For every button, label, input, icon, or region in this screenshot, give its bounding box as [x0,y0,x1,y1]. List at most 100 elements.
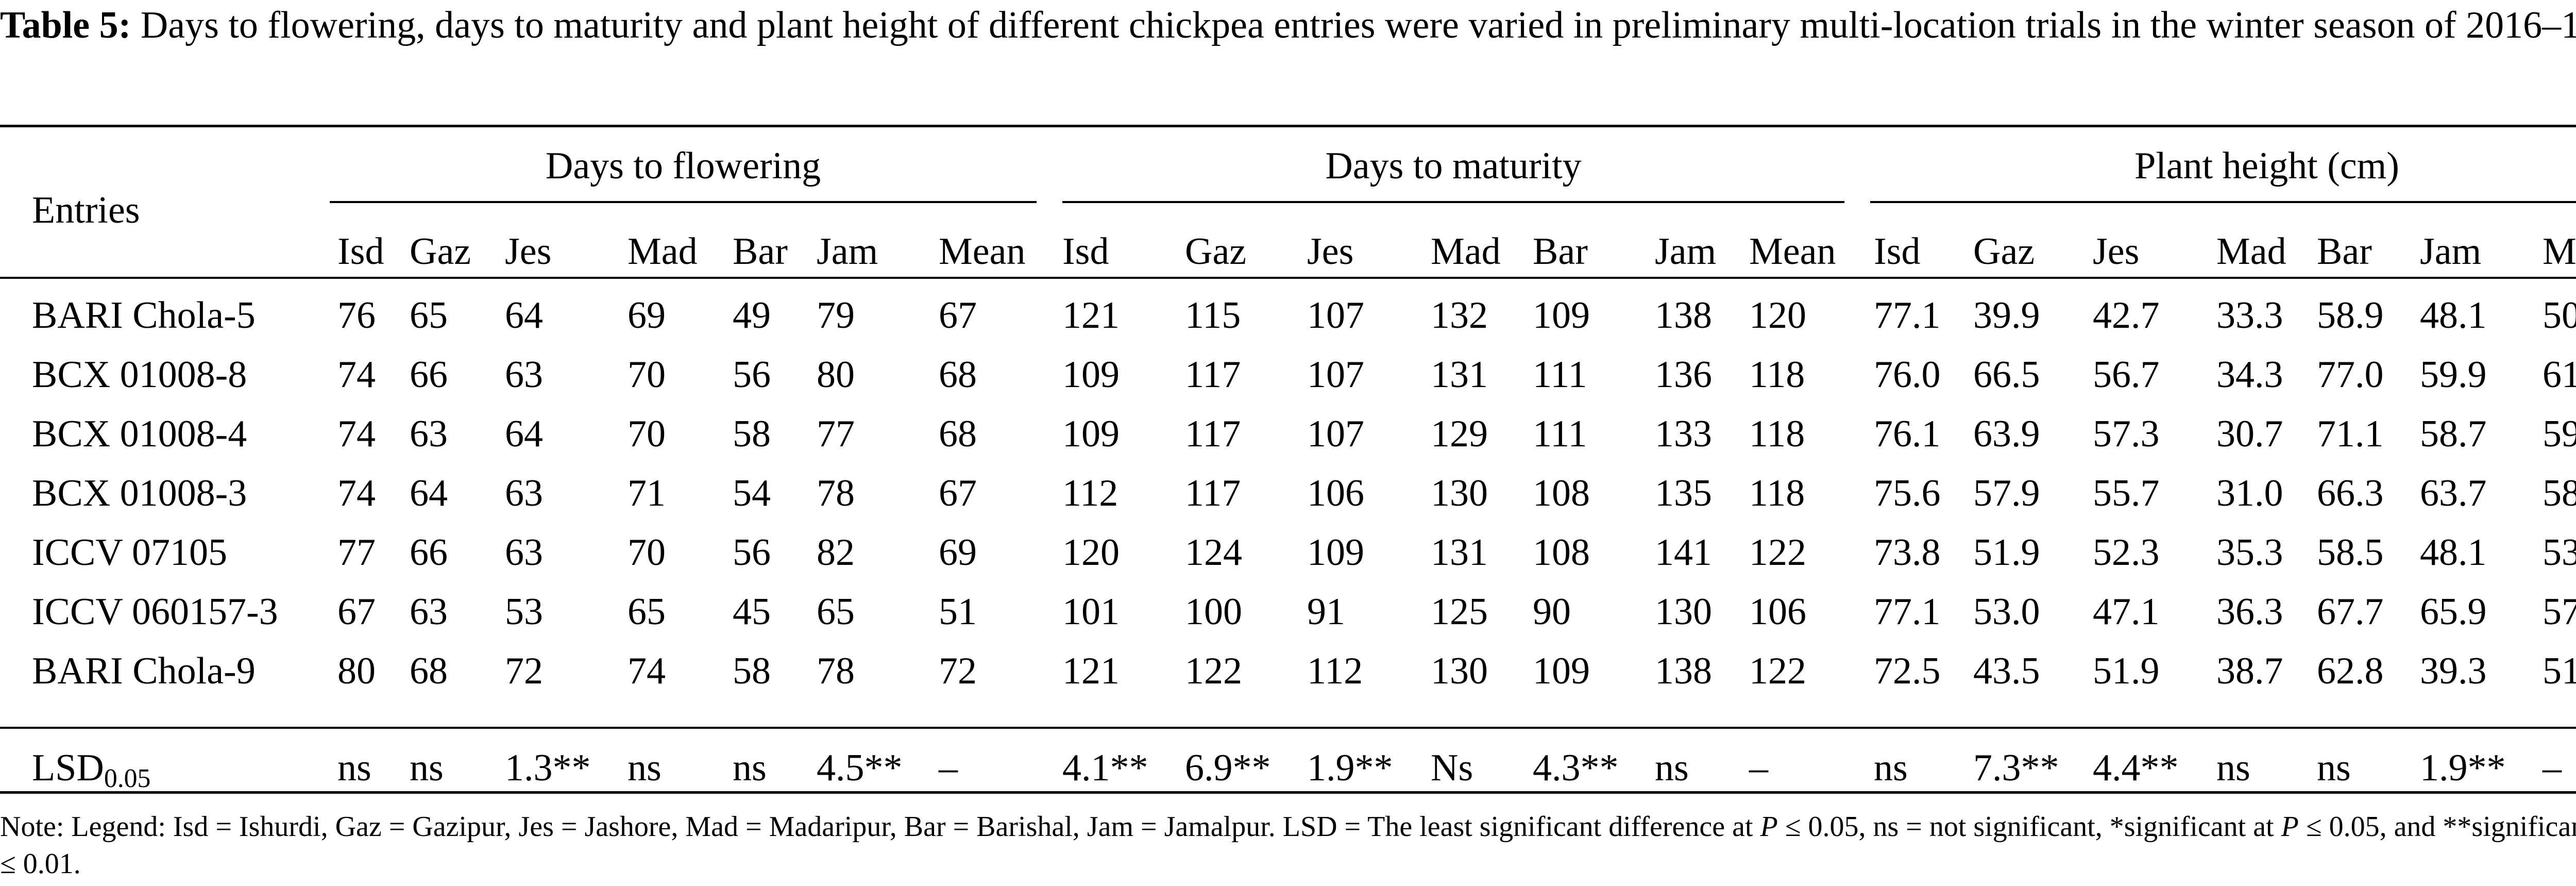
table-cell: 54 [733,472,771,514]
table-cell: 52.3 [2093,531,2160,574]
column-header: Gaz [410,230,471,273]
table-cell: 78 [817,472,855,514]
table-cell: 69 [628,294,666,337]
table-cell: 109 [1533,650,1590,692]
table-cell: 63 [410,413,448,455]
note-text-1: Note: Legend: Isd = Ishurdi, Gaz = Gazip… [0,811,1760,843]
column-header: Bar [2317,230,2372,273]
table-cell: 74 [337,472,376,514]
table-cell: 61.7 [2543,354,2576,396]
table-cell: 130 [1431,472,1488,514]
table-cell: 45 [733,591,771,633]
table-cell: 82 [817,531,855,574]
table-cell: 118 [1749,354,1805,396]
row-entry: BARI Chola-5 [32,294,256,337]
table-cell: 91 [1307,591,1345,633]
table-cell: 48.1 [2420,531,2487,574]
table-cell: 67 [939,472,977,514]
column-header: Isd [1874,230,1921,273]
lsd-cell: 4.5** [817,747,903,789]
table-cell: 107 [1307,354,1364,396]
table-cell: 77.1 [1874,591,1941,633]
table-cell: 51.9 [2093,650,2160,692]
table-cell: 107 [1307,294,1364,337]
note-text-3: ≤ 0.05, and **significant at [2306,811,2576,843]
caption-text: Days to flowering, days to maturity and … [140,4,2576,46]
table-cell: 35.3 [2216,531,2283,574]
table-cell: 72.5 [1874,650,1941,692]
row-entry: BARI Chola-9 [32,650,256,692]
table-cell: 90 [1533,591,1571,633]
table-cell: 74 [628,650,666,692]
table-cell: 130 [1431,650,1488,692]
table-cell: 51.9 [1973,531,2040,574]
table-cell: 122 [1185,650,1242,692]
entries-header: Entries [32,189,140,231]
lsd-cell: ns [410,747,444,789]
table-cell: 141 [1655,531,1712,574]
table-cell: 77 [337,531,376,574]
table-cell: 66.3 [2317,472,2384,514]
table-cell: 100 [1185,591,1242,633]
table-cell: 68 [410,650,448,692]
table-cell: 51.4 [2543,650,2576,692]
table-cell: 68 [939,354,977,396]
table-cell: 62.8 [2317,650,2384,692]
table-cell: 48.1 [2420,294,2487,337]
lsd-cell: ns [2317,747,2351,789]
table-cell: 76.0 [1874,354,1941,396]
table-cell: 39.3 [2420,650,2487,692]
lsd-cell: 6.9** [1185,747,1271,789]
lsd-label: LSD0.05 [32,747,151,793]
table-cell: 38.7 [2216,650,2283,692]
lsd-cell: 4.4** [2093,747,2179,789]
row-entry: BCX 01008-8 [32,354,247,396]
table-cell: 118 [1749,472,1805,514]
table-cell: 56 [733,531,771,574]
table-cell: 56.7 [2093,354,2160,396]
table-cell: 47.1 [2093,591,2160,633]
column-header: Isd [337,230,384,273]
table-cell: 64 [505,294,543,337]
table-cell: 65 [628,591,666,633]
table-cell: 108 [1533,531,1590,574]
note-text-4: ≤ 0.01. [0,848,81,880]
table-cell: 131 [1431,531,1488,574]
table-cell: 79 [817,294,855,337]
table-cell: 122 [1749,650,1806,692]
table-note: Note: Legend: Isd = Ishurdi, Gaz = Gazip… [0,808,2576,882]
table-cell: 63 [505,472,543,514]
table-cell: 64 [505,413,543,455]
row-entry: ICCV 07105 [32,531,227,574]
column-header: Gaz [1973,230,2035,273]
lsd-top-rule [0,727,2576,729]
column-header: Jam [817,230,878,273]
table-cell: 106 [1307,472,1364,514]
table-cell: 112 [1307,650,1363,692]
table-cell: 72 [939,650,977,692]
column-header: Bar [733,230,788,273]
table-cell: 67.7 [2317,591,2384,633]
table-cell: 64 [410,472,448,514]
lsd-cell: 4.3** [1533,747,1619,789]
table-cell: 58 [733,650,771,692]
header-bottom-rule [0,277,2576,279]
lsd-cell: ns [2216,747,2250,789]
table-cell: 57.3 [2093,413,2160,455]
table-cell: 43.5 [1973,650,2040,692]
table-cell: 63.7 [2420,472,2487,514]
table-cell: 33.3 [2216,294,2283,337]
table-cell: 63 [505,354,543,396]
table-cell: 121 [1062,294,1120,337]
table-cell: 65 [410,294,448,337]
row-entry: BCX 01008-4 [32,413,247,455]
table-cell: 117 [1185,413,1241,455]
table-cell: 70 [628,354,666,396]
lsd-cell: – [2543,747,2562,789]
column-header: Mean [1749,230,1836,273]
lsd-cell: Ns [1431,747,1473,789]
group-underline [1062,201,1844,203]
lsd-cell: 1.9** [2420,747,2506,789]
row-entry: BCX 01008-3 [32,472,247,514]
table-cell: 53.0 [1973,591,2040,633]
